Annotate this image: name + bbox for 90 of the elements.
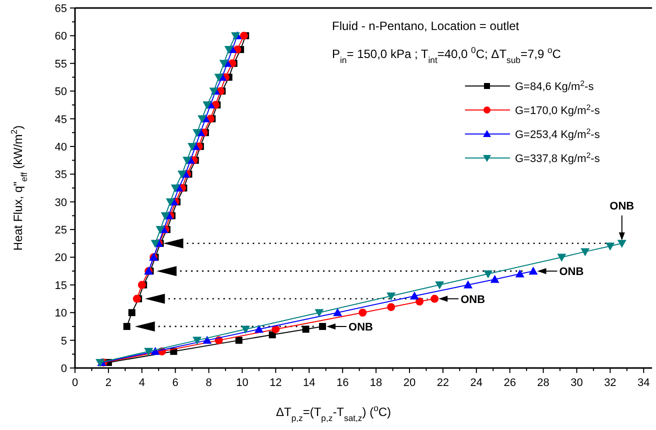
point <box>484 270 493 278</box>
annotation: ONB <box>559 266 584 278</box>
x-tick-label: 4 <box>138 377 145 389</box>
point <box>235 336 242 344</box>
point <box>138 280 146 289</box>
point <box>386 292 396 300</box>
x-tick-label: 30 <box>570 377 583 389</box>
point <box>606 242 615 251</box>
point <box>170 184 180 192</box>
point <box>490 274 500 283</box>
x-tick-label: 20 <box>403 377 416 389</box>
point <box>319 322 326 330</box>
point <box>416 298 424 306</box>
y-tick-label: 20 <box>54 252 67 264</box>
y-tick-label: 55 <box>54 58 67 70</box>
x-tick-label: 24 <box>470 377 483 389</box>
point <box>150 346 160 355</box>
point <box>202 336 212 344</box>
point <box>557 254 566 262</box>
point <box>515 269 524 278</box>
annotation: ONB <box>610 200 634 212</box>
point <box>430 294 439 303</box>
point <box>150 240 160 248</box>
y-tick-label: 60 <box>54 30 67 43</box>
point <box>410 292 420 300</box>
x-tick-label: 0 <box>72 377 78 389</box>
y-tick-label: 30 <box>54 196 67 209</box>
point <box>123 322 130 330</box>
point <box>132 294 141 303</box>
x-tick-label: 2 <box>105 377 112 389</box>
y-tick-label: 50 <box>54 86 67 98</box>
point <box>240 32 248 40</box>
point <box>219 60 228 68</box>
point <box>182 156 192 165</box>
annotation: ONB <box>460 294 486 306</box>
y-tick-label: 5 <box>60 335 67 348</box>
point <box>192 129 202 138</box>
y-tick-label: 45 <box>54 114 67 126</box>
point <box>241 326 250 334</box>
point <box>156 226 165 234</box>
y-tick-label: 35 <box>54 169 67 182</box>
point <box>202 101 212 110</box>
point <box>580 248 590 256</box>
x-tick-label: 14 <box>303 377 316 389</box>
x-tick-label: 26 <box>504 377 516 389</box>
legend-label: G=84,6 Kg/m$^{2}$-s <box>515 78 594 93</box>
point <box>144 348 154 356</box>
x-tick-label: 8 <box>206 377 212 389</box>
x-tick-label: 6 <box>172 377 178 389</box>
point <box>358 308 367 317</box>
point <box>528 266 538 275</box>
point <box>198 115 207 124</box>
y-tick-label: 65 <box>54 3 67 15</box>
point <box>302 326 310 333</box>
x-tick-label: 18 <box>370 377 382 389</box>
point <box>268 331 276 338</box>
point <box>314 309 324 318</box>
legend-label: G=253,4 Kg/m$^{2}$-s <box>515 126 600 141</box>
y-tick-label: 10 <box>54 308 67 320</box>
point <box>333 308 342 316</box>
x-tick-label: 22 <box>436 377 450 389</box>
x-tick-label: 28 <box>537 377 550 389</box>
point <box>178 170 187 179</box>
point <box>128 309 136 316</box>
x-tick-label: 10 <box>236 377 248 389</box>
x-tick-label: 12 <box>270 377 282 389</box>
point <box>160 212 170 220</box>
y-tick-label: 25 <box>54 224 67 237</box>
legend-label: G=170,0 Kg/m$^{2}$-s <box>515 102 600 117</box>
x-tick-label: 34 <box>638 377 650 389</box>
legend-label: G=337,8 Kg/m$^{2}$-s <box>515 150 600 165</box>
annotation: Fluid - n-Pentano, Location = outlet <box>332 19 520 33</box>
x-tick-label: 32 <box>604 377 616 389</box>
point <box>617 240 626 248</box>
point <box>272 325 280 334</box>
point <box>166 198 175 206</box>
y-tick-label: 40 <box>54 141 67 154</box>
point <box>188 142 197 151</box>
point <box>192 336 202 345</box>
y-tick-label: 15 <box>54 280 67 292</box>
point <box>224 46 234 54</box>
y-tick-label: 0 <box>60 363 67 375</box>
text: P$_{in}$= 150,0 kPa ; T$_{int}$=40,0 $^{0}$C; ΔT$_{sub}$=7,9 $^{o}$C <box>332 45 561 65</box>
text: ΔT$_{p,z}$=(T$_{p,z}$-T$_{sat,z}$) ($^{o}$C) <box>276 403 392 423</box>
point <box>214 74 224 82</box>
point <box>435 281 444 290</box>
x-tick-label: 16 <box>336 377 349 389</box>
point <box>387 303 396 312</box>
annotation: ONB <box>348 321 374 334</box>
point <box>464 280 473 288</box>
